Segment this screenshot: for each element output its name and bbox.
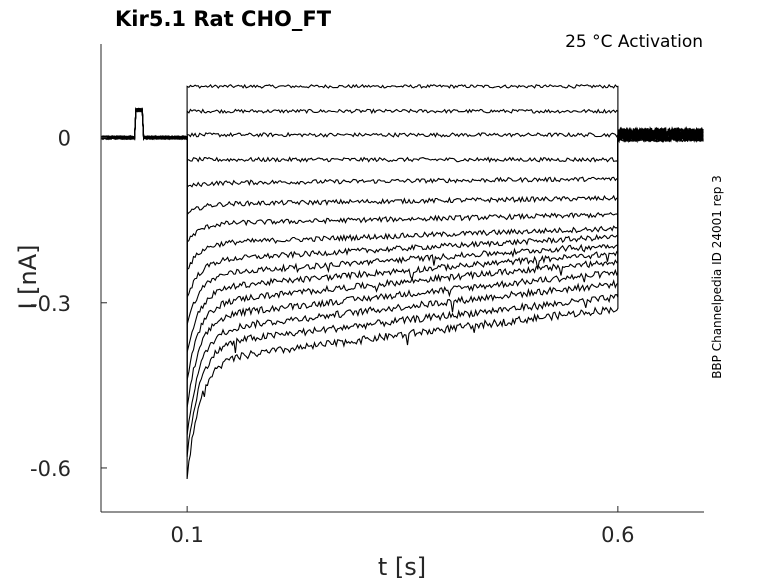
y-tick-label: -0.6 xyxy=(30,457,71,481)
x-axis-label: t [s] xyxy=(378,553,426,581)
current-trace-1 xyxy=(100,83,704,143)
condition-annotation: 25 °C Activation xyxy=(565,32,703,52)
current-trace-12 xyxy=(100,107,704,381)
channelpedia-id-label: BBP Channelpedia ID 24001 rep 3 xyxy=(710,175,724,379)
current-trace-6 xyxy=(100,107,704,217)
current-traces xyxy=(100,83,704,480)
current-trace-3 xyxy=(100,107,704,144)
current-trace-10 xyxy=(100,108,704,325)
y-tick-label: -0.3 xyxy=(30,292,71,316)
current-trace-2 xyxy=(100,107,704,143)
current-trace-13 xyxy=(100,107,704,408)
y-ticks: 0 -0.3 -0.6 xyxy=(30,127,107,481)
x-tick-label: 0.6 xyxy=(601,523,634,547)
x-tick-label: 0.1 xyxy=(170,523,203,547)
current-trace-5 xyxy=(100,107,704,189)
y-axis-label: I [nA] xyxy=(14,244,42,309)
current-trace-9 xyxy=(100,108,704,298)
current-trace-4 xyxy=(100,108,704,164)
current-trace-14 xyxy=(100,107,704,435)
current-trace-7 xyxy=(100,108,704,244)
current-trace-11 xyxy=(100,108,704,353)
y-tick-label: 0 xyxy=(58,127,71,151)
current-trace-16 xyxy=(100,107,704,480)
chart-title: Kir5.1 Rat CHO_FT xyxy=(115,7,332,31)
current-trace-15 xyxy=(100,107,704,457)
x-ticks: 0.1 0.6 xyxy=(170,506,635,547)
current-trace-8 xyxy=(100,108,704,271)
